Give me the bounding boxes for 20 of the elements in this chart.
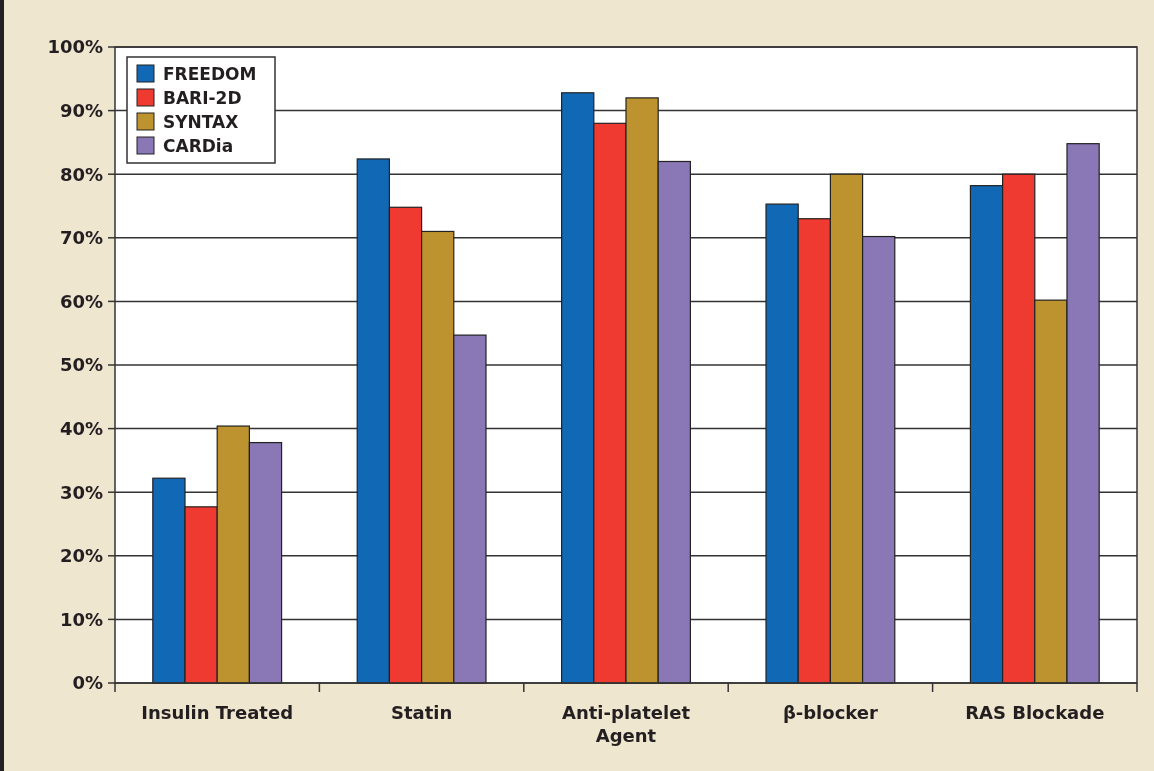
legend-label: BARI-2D (163, 87, 242, 108)
y-tick-label: 100% (47, 36, 103, 58)
y-tick-label: 70% (59, 227, 103, 249)
y-tick-label: 60% (59, 290, 103, 312)
y-tick-label: 10% (59, 608, 103, 630)
y-tick-label: 30% (59, 481, 103, 503)
y-tick-label: 90% (59, 99, 103, 121)
y-tick-label: 20% (59, 545, 103, 567)
legend-label: SYNTAX (163, 111, 239, 132)
x-tick-label: RAS Blockade (965, 702, 1105, 723)
y-tick-label: 0% (72, 672, 103, 694)
x-tick-label: Statin (390, 702, 453, 723)
y-tick-label: 80% (59, 163, 103, 185)
y-tick-label: 40% (59, 417, 103, 439)
x-tick-label: Insulin Treated (141, 702, 294, 723)
x-tick-label: β-blocker (782, 702, 879, 723)
legend-label: FREEDOM (163, 63, 257, 84)
y-tick-label: 50% (59, 354, 103, 376)
legend-label: CARDia (163, 135, 234, 156)
x-tick-label: Anti-platelet Agent (562, 702, 691, 746)
